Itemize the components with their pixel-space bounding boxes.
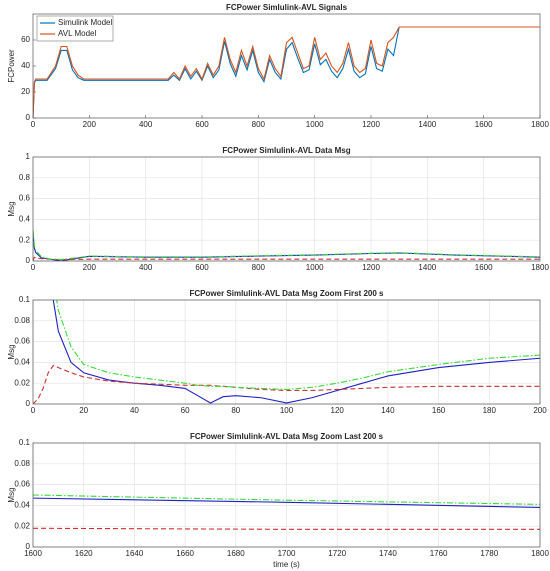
x-tick-label: 600 [195, 120, 209, 129]
y-tick-label: 0.08 [14, 459, 30, 468]
x-tick-label: 40 [130, 406, 139, 415]
axes-box [32, 13, 541, 119]
x-tick-label: 200 [83, 120, 97, 129]
subplot: FCPower Simlulink-AVL Data Msg Zoom Last… [7, 432, 549, 569]
x-tick-label: 400 [139, 263, 153, 272]
x-tick-label: 800 [252, 263, 266, 272]
subplot: FCPower Simlulink-AVL Data Msg Msg 0 200 400… [7, 146, 549, 272]
y-tick-label: 0.2 [19, 235, 31, 244]
series-line [33, 256, 540, 261]
y-tick-label: 0.1 [19, 438, 31, 447]
x-tick-label: 0 [31, 263, 36, 272]
legend-box [36, 15, 114, 42]
x-tick-label: 400 [139, 120, 153, 129]
x-tick-label: 1400 [418, 120, 436, 129]
x-tick-label: 1200 [362, 263, 380, 272]
x-tick-label: 1000 [306, 120, 324, 129]
x-tick-label: 1640 [126, 549, 144, 558]
axes-box [32, 156, 541, 262]
legend-label: Simulink Model [58, 18, 112, 27]
series-line [33, 229, 540, 260]
x-tick-label: 1600 [475, 263, 493, 272]
y-tick-label: 0.04 [14, 501, 30, 510]
x-tick-label: 1800 [531, 120, 549, 129]
series-line [52, 300, 540, 404]
x-tick-label: 180 [483, 406, 497, 415]
x-tick-label: 1000 [306, 263, 324, 272]
y-tick-label: 0 [26, 113, 31, 122]
x-tick-label: 1600 [24, 549, 42, 558]
x-tick-label: 1780 [480, 549, 498, 558]
axes-box [32, 299, 541, 405]
x-axis-label: time (s) [273, 560, 300, 569]
x-tick-label: 1760 [430, 549, 448, 558]
x-tick-label: 20 [79, 406, 88, 415]
x-tick-label: 140 [381, 406, 395, 415]
y-tick-label: 0 [26, 542, 31, 551]
subplot-title: FCPower Simlulink-AVL Signals [226, 3, 348, 12]
y-tick-label: 0 [26, 256, 31, 265]
x-tick-label: 0 [31, 406, 36, 415]
x-tick-label: 60 [181, 406, 190, 415]
y-axis-label: FCPower [7, 49, 16, 83]
x-tick-label: 80 [231, 406, 240, 415]
y-tick-label: 0.4 [19, 215, 31, 224]
x-tick-label: 800 [252, 120, 266, 129]
x-tick-label: 1720 [328, 549, 346, 558]
series-line [33, 26, 540, 118]
series-line [56, 300, 540, 390]
plot-area [33, 157, 540, 261]
series-line [33, 494, 540, 505]
x-tick-label: 1400 [418, 263, 436, 272]
axes-box [32, 442, 541, 548]
y-axis-label: Msg [7, 487, 16, 502]
y-axis-label: Msg [7, 201, 16, 216]
y-tick-label: 0.04 [14, 358, 30, 367]
y-tick-label: 0.02 [14, 521, 30, 530]
x-tick-label: 200 [533, 406, 547, 415]
x-tick-label: 1800 [531, 549, 549, 558]
x-tick-label: 200 [83, 263, 97, 272]
x-tick-label: 1700 [278, 549, 296, 558]
plot-area [33, 14, 540, 118]
series-line [33, 26, 540, 118]
x-tick-label: 160 [432, 406, 446, 415]
subplot-title: FCPower Simlulink-AVL Data Msg Zoom Last… [190, 432, 384, 441]
x-tick-label: 1200 [362, 120, 380, 129]
subplot-title: FCPower Simlulink-AVL Data Msg Zoom Firs… [190, 289, 385, 298]
y-tick-label: 20 [21, 87, 30, 96]
series-line [33, 497, 540, 509]
x-tick-label: 120 [331, 406, 345, 415]
y-axis-label: Msg [7, 344, 16, 359]
subplot: FCPower Simlulink-AVL Data Msg Zoom Firs… [7, 289, 547, 415]
x-tick-label: 0 [31, 120, 36, 129]
y-tick-label: 0.8 [19, 173, 31, 182]
x-tick-label: 600 [195, 263, 209, 272]
y-tick-label: 0 [26, 399, 31, 408]
y-tick-label: 40 [21, 61, 30, 70]
x-tick-label: 1800 [531, 263, 549, 272]
x-tick-label: 1740 [379, 549, 397, 558]
x-tick-label: 1660 [176, 549, 194, 558]
y-tick-label: 0.6 [19, 194, 31, 203]
x-tick-label: 1680 [227, 549, 245, 558]
subplot-title: FCPower Simlulink-AVL Data Msg [222, 146, 350, 155]
y-tick-label: 1 [26, 152, 31, 161]
series-line [33, 364, 540, 404]
y-tick-label: 0.02 [14, 378, 30, 387]
y-tick-label: 0.1 [19, 295, 31, 304]
y-tick-label: 60 [21, 35, 30, 44]
legend-label: AVL Model [58, 29, 96, 38]
x-tick-label: 1620 [75, 549, 93, 558]
series-line [33, 527, 540, 530]
y-tick-label: 0.06 [14, 337, 30, 346]
x-tick-label: 100 [280, 406, 294, 415]
x-tick-label: 1600 [475, 120, 493, 129]
y-tick-label: 0.08 [14, 316, 30, 325]
y-tick-label: 0.06 [14, 480, 30, 489]
